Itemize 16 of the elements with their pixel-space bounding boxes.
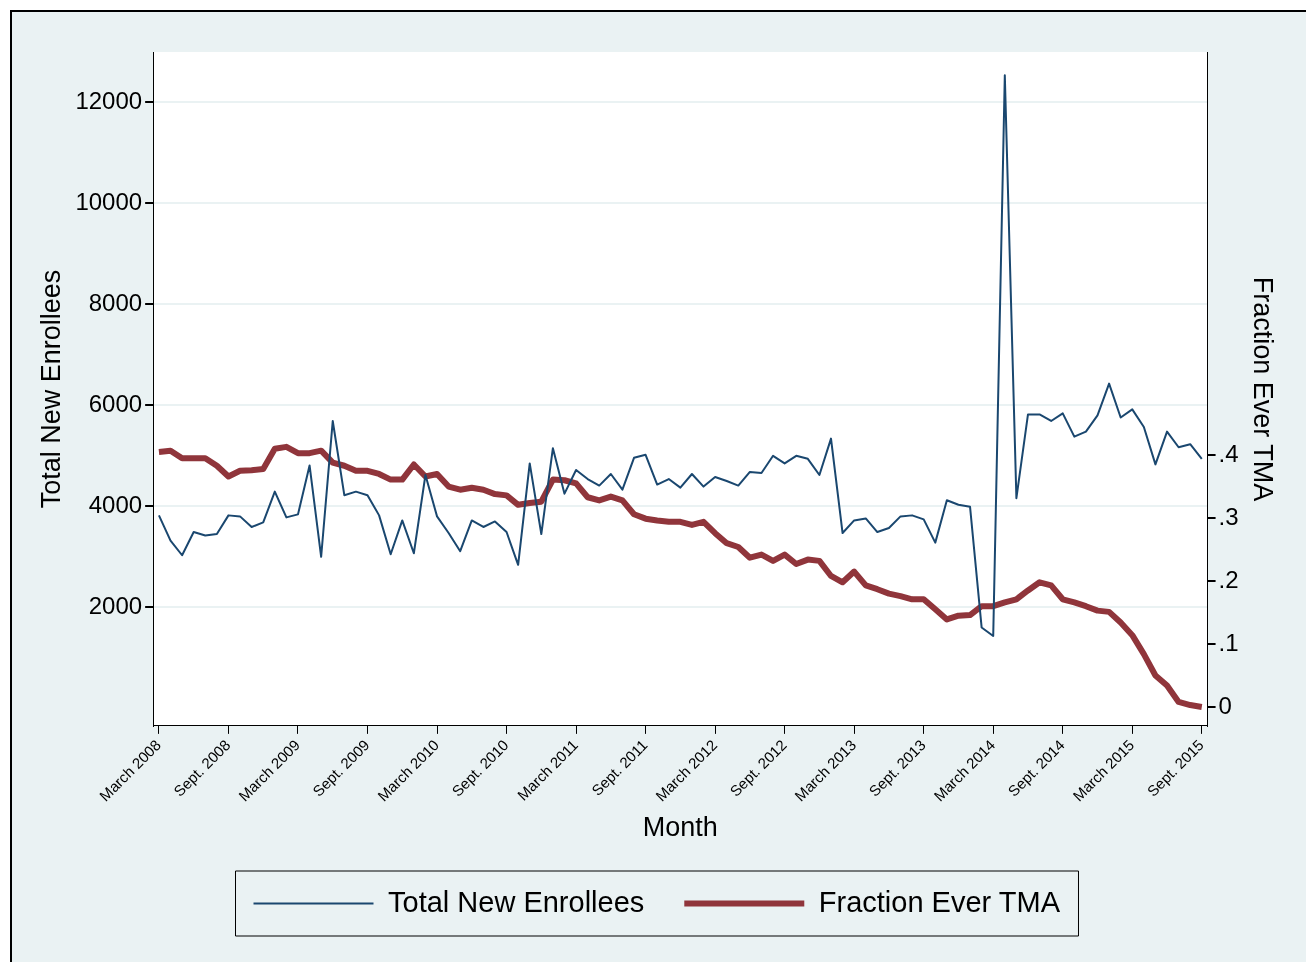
y-axis-title: Total New Enrollees — [35, 269, 66, 509]
y2-axis-title: Fraction Ever TMA — [1248, 276, 1279, 502]
y-tick-label: 12000 — [75, 87, 143, 115]
y-tick-label: 10000 — [75, 188, 143, 216]
y2-tick-label: .3 — [1218, 502, 1239, 530]
y-tick-label: 4000 — [88, 490, 143, 518]
y2-tick-label: .2 — [1218, 565, 1239, 593]
x-axis-title: Month — [642, 812, 718, 843]
y-tick-label: 2000 — [88, 591, 143, 619]
y-tick-label: 8000 — [88, 289, 143, 317]
y-tick-label: 6000 — [88, 389, 143, 417]
y2-tick-label: 0 — [1218, 691, 1232, 719]
legend-label: Fraction Ever TMA — [818, 885, 1061, 918]
legend-label: Total New Enrollees — [388, 885, 645, 918]
y2-tick-label: .1 — [1218, 628, 1239, 656]
y2-tick-label: .4 — [1218, 439, 1239, 467]
